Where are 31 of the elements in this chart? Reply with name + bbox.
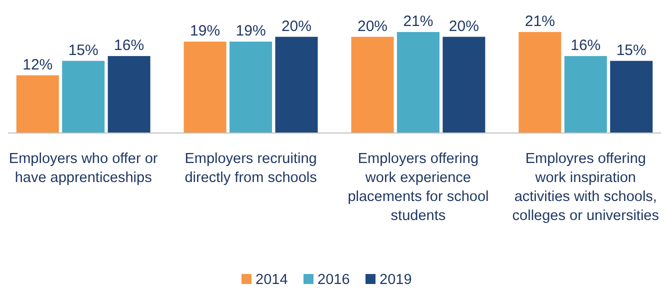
bar <box>351 36 394 133</box>
data-label: 21% <box>524 13 555 30</box>
x-tick-label: Employres offering work inspiration activities with schools, colleges or universities <box>512 151 659 224</box>
bar <box>230 42 272 133</box>
data-label: 19% <box>190 22 220 40</box>
bar <box>275 36 318 133</box>
bar <box>564 56 607 133</box>
x-tick-label: Employers offering work experience placements for school students <box>348 151 489 224</box>
x-tick-label: Employers who offer or have apprenticeships <box>8 151 158 186</box>
bar <box>442 36 486 133</box>
data-label: 21% <box>403 13 434 30</box>
data-label: 20% <box>281 18 312 35</box>
legend-label: 2014 <box>256 272 288 288</box>
data-label: 20% <box>357 18 388 35</box>
data-label: 16% <box>570 37 601 54</box>
x-tick-label: Employers recruiting directly from schools <box>184 151 317 186</box>
data-label: 15% <box>616 42 646 59</box>
data-label: 16% <box>114 37 144 54</box>
bar <box>396 32 440 133</box>
bar <box>610 60 653 133</box>
data-label: 15% <box>68 42 98 59</box>
data-label: 20% <box>448 18 479 35</box>
bar <box>16 75 59 133</box>
bar <box>184 42 226 133</box>
data-label: 12% <box>22 56 53 74</box>
bar <box>518 32 562 133</box>
data-label: 19% <box>236 22 266 40</box>
legend-label: 2019 <box>380 272 412 288</box>
legend-label: 2016 <box>318 272 350 288</box>
bar <box>108 56 150 133</box>
bar <box>62 60 105 133</box>
